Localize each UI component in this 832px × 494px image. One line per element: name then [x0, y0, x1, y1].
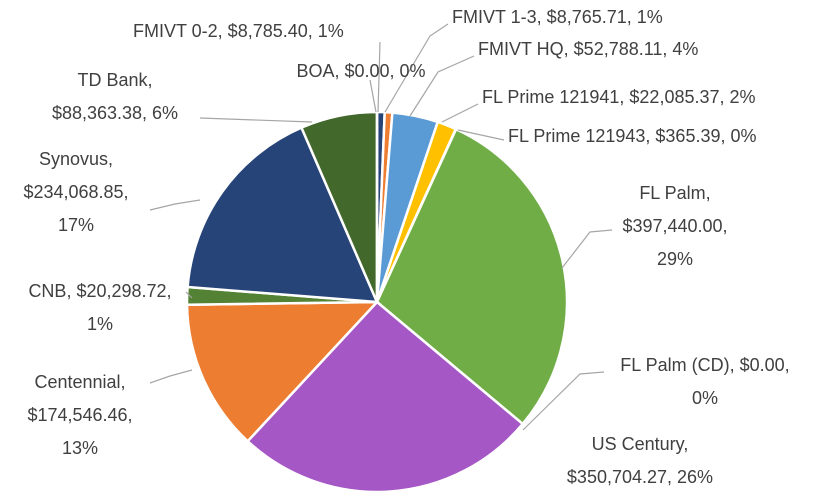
data-label: FL Prime 121941, $22,085.37, 2%: [482, 87, 756, 107]
data-label: FMIVT 1-3, $8,765.71, 1%: [452, 7, 663, 27]
data-label: Centennial,: [34, 372, 125, 392]
leader-line: [384, 23, 449, 113]
data-label: US Century,: [592, 434, 689, 454]
pie-slice: [375, 127, 569, 426]
leader-line: [377, 41, 381, 113]
pie: [185, 110, 569, 494]
leader-line: [369, 79, 377, 113]
data-label: 17%: [58, 215, 94, 235]
leader-lines: [149, 23, 613, 431]
leader-line: [561, 229, 613, 269]
leader-line: [199, 117, 313, 123]
data-label: TD Bank,: [77, 70, 152, 90]
data-label: Synovus,: [39, 149, 113, 169]
data-label: FL Prime 121943, $365.39, 0%: [508, 126, 757, 146]
leader-line: [185, 291, 193, 299]
leader-line: [441, 103, 479, 123]
data-label: $397,440.00,: [622, 216, 727, 236]
pie-slice: [246, 300, 524, 494]
data-label: FMIVT HQ, $52,788.11, 4%: [478, 39, 698, 59]
data-label: CNB, $20,298.72,: [28, 281, 171, 301]
leader-line: [409, 55, 475, 117]
data-label: 13%: [62, 438, 98, 458]
data-labels: FMIVT 0-2, $8,785.40, 1% FMIVT 1-3, $8,76…: [23, 7, 789, 487]
pie-slice: [185, 300, 379, 443]
leader-line: [149, 199, 201, 211]
data-label: $88,363.38, 6%: [52, 103, 178, 123]
data-label: 0%: [692, 388, 718, 408]
data-label: 1%: [87, 314, 113, 334]
data-label: $350,704.27, 26%: [567, 467, 713, 487]
leader-line: [522, 371, 605, 431]
data-label: FL Palm,: [639, 183, 710, 203]
data-label: BOA, $0.00, 0%: [296, 61, 425, 81]
pie-slice: [186, 126, 379, 304]
data-label: $174,546.46,: [27, 405, 132, 425]
data-label: FL Palm (CD), $0.00,: [620, 355, 789, 375]
leader-line: [149, 369, 193, 384]
data-label: $234,068.85,: [23, 182, 128, 202]
data-label: 29%: [657, 249, 693, 269]
data-label: FMIVT 0-2, $8,785.40, 1%: [133, 21, 344, 41]
leader-line: [457, 129, 505, 141]
